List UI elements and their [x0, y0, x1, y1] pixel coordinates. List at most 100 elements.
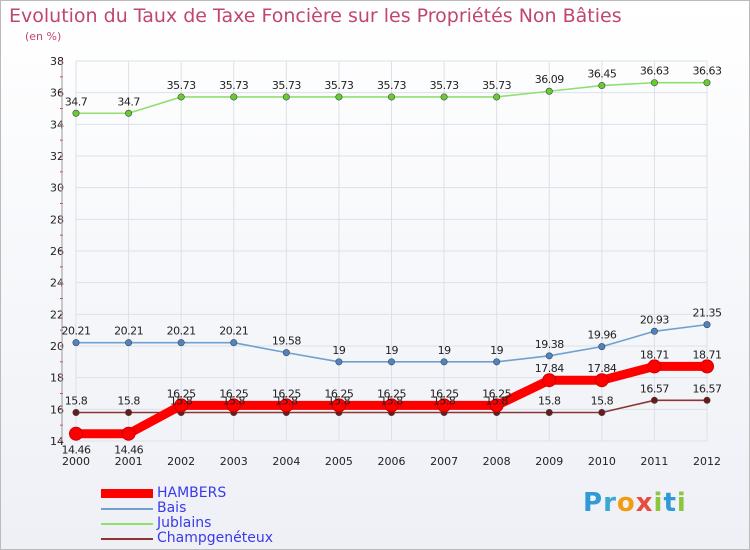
legend-label: HAMBERS — [157, 485, 227, 501]
data-label: 16.25 — [430, 387, 459, 400]
data-label: 15.8 — [485, 395, 508, 408]
data-point — [545, 87, 553, 95]
data-point — [72, 408, 80, 416]
y-tick-label: 26 — [50, 245, 64, 258]
data-point — [598, 82, 606, 90]
data-point — [598, 408, 606, 416]
logo-letter: i — [676, 488, 687, 518]
y-tick-label: 16 — [50, 403, 64, 416]
data-point — [542, 373, 557, 388]
data-label: 18.71 — [693, 348, 722, 361]
data-label: 14.46 — [114, 444, 143, 457]
legend-item: Champgenéteux — [101, 531, 273, 546]
y-tick-label: 24 — [50, 277, 64, 290]
legend-label: Champgenéteux — [157, 530, 273, 546]
x-tick-label: 2000 — [62, 455, 90, 468]
data-point — [598, 343, 606, 351]
legend-label: Bais — [157, 500, 187, 516]
data-point — [282, 93, 290, 101]
data-point — [387, 358, 395, 366]
data-label: 19 — [332, 344, 345, 357]
data-label: 21.35 — [693, 307, 722, 320]
data-label: 19 — [385, 344, 398, 357]
data-label: 36.45 — [587, 68, 616, 81]
logo-letter: r — [603, 488, 617, 518]
data-point — [437, 398, 452, 413]
proxiti-logo: Proxiti — [583, 488, 687, 518]
data-point — [230, 93, 238, 101]
data-label: 35.73 — [482, 79, 511, 92]
data-point — [282, 349, 290, 357]
data-label: 15.8 — [328, 395, 351, 408]
data-point — [125, 408, 133, 416]
x-tick-label: 2003 — [220, 455, 248, 468]
data-point — [72, 109, 80, 117]
logo-letter: P — [583, 488, 604, 518]
x-tick-label: 2001 — [115, 455, 143, 468]
x-tick-label: 2002 — [167, 455, 195, 468]
legend-swatch — [101, 507, 153, 510]
x-tick-label: 2005 — [325, 455, 353, 468]
legend-swatch — [101, 537, 153, 540]
data-label: 35.73 — [430, 79, 459, 92]
data-label: 36.63 — [640, 65, 669, 78]
data-point — [545, 408, 553, 416]
legend-swatch — [101, 489, 153, 498]
chart-title: Evolution du Taux de Taxe Foncière sur l… — [9, 5, 622, 27]
data-point — [335, 358, 343, 366]
data-label: 35.73 — [272, 79, 301, 92]
y-tick-label: 18 — [50, 372, 64, 385]
data-label: 16.25 — [219, 387, 248, 400]
x-tick-label: 2008 — [483, 455, 511, 468]
data-point — [69, 426, 83, 441]
data-point — [279, 398, 294, 413]
y-tick-label: 30 — [50, 182, 64, 195]
data-label: 15.8 — [433, 395, 456, 408]
data-point — [335, 93, 343, 101]
data-label: 15.8 — [170, 395, 193, 408]
data-label: 20.21 — [219, 325, 248, 338]
data-point — [493, 358, 501, 366]
data-label: 20.21 — [167, 325, 196, 338]
data-point — [226, 398, 241, 413]
data-point — [387, 93, 395, 101]
data-point — [545, 352, 553, 360]
data-point — [594, 373, 609, 388]
y-tick-label: 14 — [50, 435, 64, 448]
data-point — [493, 93, 501, 101]
data-label: 16.25 — [324, 387, 353, 400]
data-point — [703, 396, 711, 404]
data-label: 15.8 — [275, 395, 298, 408]
data-label: 35.73 — [377, 79, 406, 92]
legend-swatch — [101, 522, 153, 525]
data-label: 16.25 — [272, 387, 301, 400]
data-label: 17.84 — [535, 362, 564, 375]
data-label: 35.73 — [167, 79, 196, 92]
data-point — [121, 426, 136, 441]
data-label: 36.63 — [693, 65, 722, 78]
data-label: 19 — [490, 344, 503, 357]
data-label: 17.84 — [587, 362, 616, 375]
data-point — [703, 321, 711, 329]
legend-label: Jublains — [157, 515, 212, 531]
data-label: 19.96 — [587, 329, 616, 342]
data-label: 20.21 — [114, 325, 143, 338]
data-label: 16.25 — [482, 387, 511, 400]
data-point — [703, 79, 711, 87]
data-label: 19.38 — [535, 338, 564, 351]
data-point — [177, 93, 185, 101]
data-point — [125, 339, 133, 347]
y-tick-label: 22 — [50, 308, 64, 321]
x-tick-label: 2004 — [272, 455, 300, 468]
data-label: 16.25 — [167, 387, 196, 400]
data-label: 20.93 — [640, 313, 669, 326]
data-label: 36.09 — [535, 73, 564, 86]
data-label: 15.8 — [538, 395, 561, 408]
data-point — [647, 359, 662, 374]
data-point — [174, 398, 189, 413]
data-point — [700, 359, 714, 374]
data-point — [440, 358, 448, 366]
data-label: 16.57 — [693, 382, 722, 395]
